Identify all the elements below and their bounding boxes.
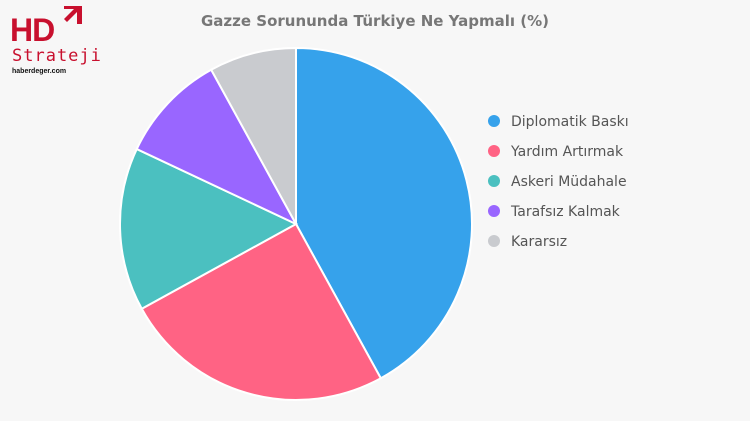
legend-marker xyxy=(488,145,500,157)
logo: HD Strateji haberdeger.com xyxy=(6,2,101,78)
legend-label[interactable]: Tarafsız Kalmak xyxy=(510,204,621,220)
logo-strateji: Strateji xyxy=(12,46,102,66)
pie-slice-2[interactable] xyxy=(119,147,299,311)
pie-slice-3[interactable] xyxy=(135,68,299,227)
pie-slice-1[interactable] xyxy=(140,222,383,401)
legend-marker xyxy=(488,175,500,187)
arrow-icon xyxy=(64,6,82,24)
legend-label[interactable]: Askeri Müdahale xyxy=(511,174,627,190)
logo-hd: HD xyxy=(10,12,55,48)
legend-label[interactable]: Yardım Artırmak xyxy=(510,144,624,160)
legend-label[interactable]: Kararsız xyxy=(511,234,567,250)
pie-slice-4[interactable] xyxy=(209,46,297,225)
legend-marker xyxy=(488,235,500,247)
pie-slice-0[interactable] xyxy=(295,46,473,380)
legend-marker xyxy=(488,205,500,217)
chart-title: Gazze Sorununda Türkiye Ne Yapmalı (%) xyxy=(200,12,550,30)
legend-marker xyxy=(488,115,500,127)
logo-site: haberdeger.com xyxy=(12,68,67,75)
legend-label[interactable]: Diplomatik Baskı xyxy=(511,114,629,130)
